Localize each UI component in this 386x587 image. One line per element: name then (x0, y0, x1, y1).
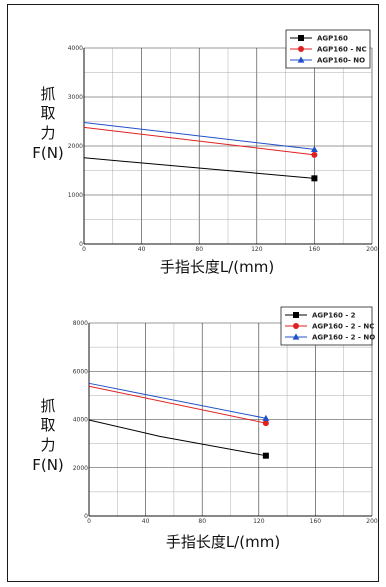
y-axis-label: 抓 (40, 85, 55, 103)
x-tick-label: 80 (195, 246, 203, 253)
y-axis-label: 力 (40, 436, 55, 454)
x-tick-label: 160 (310, 518, 322, 525)
x-axis-label: 手指长度L/(mm) (160, 258, 274, 276)
y-tick-label: 4000 (73, 417, 88, 424)
y-axis-label: 抓 (40, 397, 55, 415)
x-tick-label: 80 (198, 518, 206, 525)
y-tick-label: 6000 (73, 368, 88, 375)
y-tick-label: 0 (79, 241, 83, 248)
series-marker (262, 414, 270, 421)
y-axis-label: F(N) (32, 456, 64, 474)
legend-label: AGP160 (317, 35, 348, 43)
legend-label: AGP160 - 2 (312, 312, 356, 320)
x-tick-label: 0 (82, 246, 86, 253)
y-tick-label: 2000 (68, 143, 83, 150)
legend-marker (297, 56, 305, 63)
x-tick-label: 40 (138, 246, 146, 253)
legend-marker (298, 35, 304, 41)
legend-label: AGP160 - 2 - NC (312, 323, 374, 331)
y-axis-label: 力 (40, 124, 55, 142)
series-line (88, 419, 266, 457)
series-marker (262, 452, 269, 459)
series-line (83, 126, 315, 156)
y-tick-label: 4000 (68, 45, 83, 52)
legend-marker (298, 46, 304, 52)
legend-marker (293, 323, 299, 329)
series-line (88, 382, 266, 419)
series-marker (311, 151, 318, 158)
series-marker (311, 145, 318, 153)
x-tick-label: 200 (366, 246, 378, 253)
y-tick-label: 8000 (73, 320, 88, 327)
series-line (83, 157, 315, 179)
y-tick-label: 1000 (68, 192, 83, 199)
x-tick-label: 120 (251, 246, 263, 253)
legend: AGP160 AGP160 - NC AGP160- NO (285, 29, 371, 69)
x-tick-label: 120 (253, 518, 265, 525)
figure-frame (7, 4, 379, 582)
chart-agp160: 0 40 80 120 160 20001000200030004000抓取力F(N)手指… (32, 29, 378, 276)
series-line (83, 121, 315, 150)
y-axis-label: 取 (40, 416, 55, 434)
x-tick-label: 200 (366, 518, 378, 525)
legend-label: AGP160 - 2 - NO (312, 334, 375, 342)
y-tick-label: 3000 (68, 94, 83, 101)
legend-label: AGP160 - NC (317, 46, 367, 54)
y-axis-label: 取 (40, 104, 55, 122)
series-line (88, 385, 266, 424)
legend-label: AGP160- NO (317, 57, 365, 65)
legend-marker (293, 312, 299, 318)
legend-marker (292, 333, 300, 340)
x-tick-label: 0 (87, 518, 91, 525)
legend: AGP160 - 2 AGP160 - 2 - NC AGP160 - 2 - NO (280, 306, 375, 346)
x-tick-label: 160 (309, 246, 321, 253)
x-tick-label: 40 (142, 518, 150, 525)
y-tick-label: 2000 (73, 465, 88, 472)
series-marker (262, 420, 269, 427)
chart-agp160-2: 0 40 80 120 160 20002000400060008000抓取力F(N)手指… (32, 306, 378, 551)
y-axis-label: F(N) (32, 144, 64, 162)
series-marker (311, 175, 318, 182)
x-axis-label: 手指长度L/(mm) (166, 533, 280, 551)
y-tick-label: 0 (84, 513, 88, 520)
